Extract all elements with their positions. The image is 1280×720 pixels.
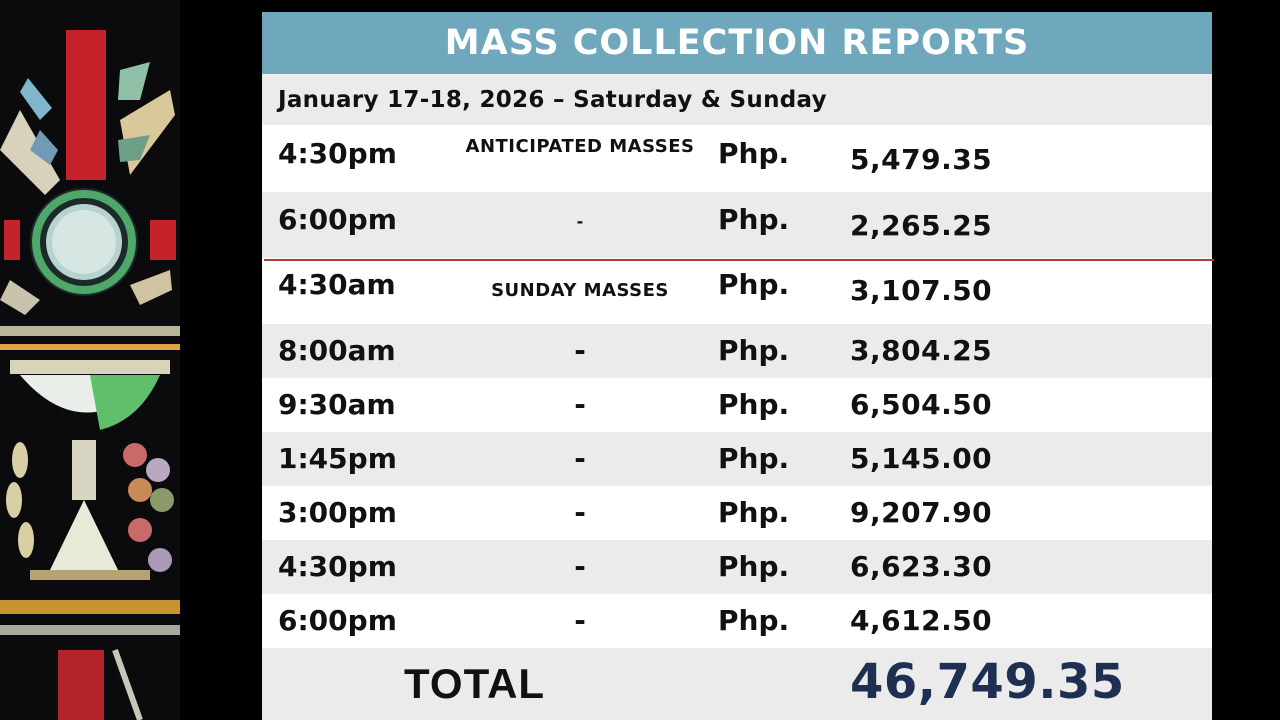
currency-label: Php.	[718, 550, 790, 583]
stained-glass-chalice-icon	[0, 0, 180, 720]
total-label: TOTAL	[404, 660, 546, 707]
collection-amount: 6,504.50	[850, 388, 993, 421]
collection-amount: 2,265.25	[850, 209, 993, 242]
mass-time: 4:30pm	[278, 137, 397, 170]
collection-amount: 5,479.35	[850, 143, 993, 176]
mass-category: -	[574, 388, 586, 421]
currency-label: Php.	[718, 388, 790, 421]
collection-amount: 5,145.00	[850, 442, 993, 475]
collection-row: 4:30pm ANTICIPATED MASSES Php. 5,479.35	[262, 125, 1212, 192]
currency-label: Php.	[718, 496, 790, 529]
collection-row: 6:00pm - Php. 4,612.50	[262, 594, 1212, 648]
total-row: TOTAL 46,749.35	[262, 648, 1212, 720]
collection-row: 4:30pm - Php. 6,623.30	[262, 540, 1212, 594]
collection-report: MASS COLLECTION REPORTS January 17-18, 2…	[262, 12, 1214, 720]
collection-row: 1:45pm - Php. 5,145.00	[262, 432, 1212, 486]
mass-category: ANTICIPATED MASSES	[465, 136, 695, 157]
total-amount: 46,749.35	[850, 654, 1125, 710]
currency-label: Php.	[718, 137, 790, 170]
mass-time: 4:30pm	[278, 550, 397, 583]
section-divider	[264, 259, 1214, 261]
collection-row: 3:00pm - Php. 9,207.90	[262, 486, 1212, 540]
report-date: January 17-18, 2026 – Saturday & Sunday	[262, 74, 1212, 125]
collection-amount: 3,107.50	[850, 274, 993, 307]
collection-amount: 9,207.90	[850, 496, 993, 529]
mass-time: 3:00pm	[278, 496, 397, 529]
currency-label: Php.	[718, 442, 790, 475]
currency-label: Php.	[718, 268, 790, 301]
mass-category: -	[574, 442, 586, 475]
collection-row: 4:30am SUNDAY MASSES Php. 3,107.50	[262, 258, 1212, 324]
collection-amount: 3,804.25	[850, 334, 993, 367]
currency-label: Php.	[718, 604, 790, 637]
mass-category: -	[574, 550, 586, 583]
mass-time: 1:45pm	[278, 442, 397, 475]
mass-time: 6:00pm	[278, 604, 397, 637]
mass-category: SUNDAY MASSES	[491, 280, 669, 301]
mass-time: 8:00am	[278, 334, 396, 367]
collection-row: 9:30am - Php. 6,504.50	[262, 378, 1212, 432]
collection-amount: 4,612.50	[850, 604, 993, 637]
collection-amount: 6,623.30	[850, 550, 993, 583]
collection-row: 6:00pm - Php. 2,265.25	[262, 192, 1212, 258]
mass-category: -	[576, 212, 584, 231]
mass-category: -	[574, 496, 586, 529]
mass-time: 9:30am	[278, 388, 396, 421]
currency-label: Php.	[718, 334, 790, 367]
currency-label: Php.	[718, 203, 790, 236]
mass-time: 4:30am	[278, 268, 396, 301]
collection-row: 8:00am - Php. 3,804.25	[262, 324, 1212, 378]
mass-time: 6:00pm	[278, 203, 397, 236]
mass-category: -	[574, 604, 586, 637]
mass-category: -	[574, 334, 586, 367]
report-title: MASS COLLECTION REPORTS	[262, 12, 1212, 74]
